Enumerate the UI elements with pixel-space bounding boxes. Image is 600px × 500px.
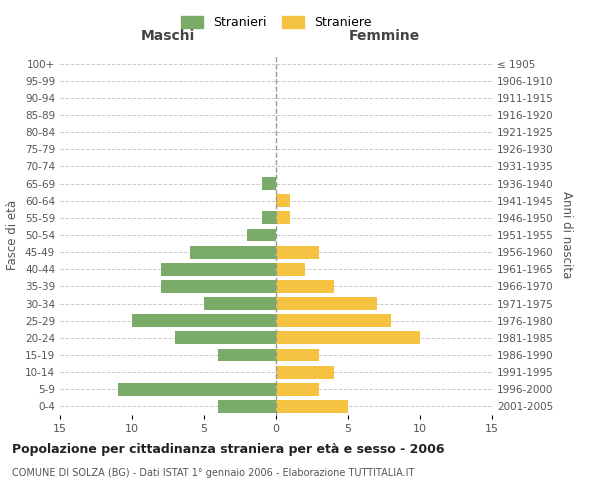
Text: COMUNE DI SOLZA (BG) - Dati ISTAT 1° gennaio 2006 - Elaborazione TUTTITALIA.IT: COMUNE DI SOLZA (BG) - Dati ISTAT 1° gen… xyxy=(12,468,415,477)
Bar xyxy=(276,314,391,327)
Bar xyxy=(276,400,348,413)
Bar xyxy=(204,297,276,310)
Bar xyxy=(276,280,334,293)
Bar xyxy=(175,332,276,344)
Y-axis label: Anni di nascita: Anni di nascita xyxy=(560,192,573,278)
Bar xyxy=(276,383,319,396)
Legend: Stranieri, Straniere: Stranieri, Straniere xyxy=(176,11,377,34)
Text: Femmine: Femmine xyxy=(349,29,419,43)
Bar xyxy=(276,348,319,362)
Bar xyxy=(218,400,276,413)
Bar xyxy=(218,348,276,362)
Bar xyxy=(118,383,276,396)
Bar xyxy=(276,194,290,207)
Bar xyxy=(276,212,290,224)
Bar xyxy=(262,177,276,190)
Text: Maschi: Maschi xyxy=(141,29,195,43)
Bar xyxy=(247,228,276,241)
Bar xyxy=(276,366,334,378)
Bar xyxy=(161,280,276,293)
Bar xyxy=(276,297,377,310)
Bar xyxy=(276,246,319,258)
Bar xyxy=(276,332,420,344)
Bar xyxy=(276,263,305,276)
Text: Popolazione per cittadinanza straniera per età e sesso - 2006: Popolazione per cittadinanza straniera p… xyxy=(12,442,445,456)
Bar xyxy=(132,314,276,327)
Bar xyxy=(190,246,276,258)
Y-axis label: Fasce di età: Fasce di età xyxy=(7,200,19,270)
Bar xyxy=(161,263,276,276)
Bar xyxy=(262,212,276,224)
